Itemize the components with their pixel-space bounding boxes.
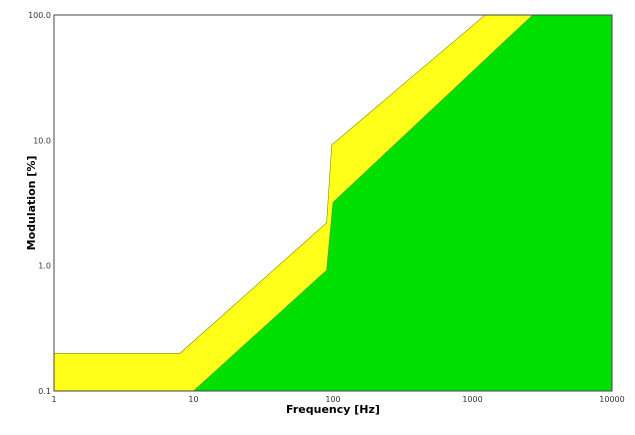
y-tick-label: 10.0 (33, 136, 51, 145)
green-region (192, 14, 613, 392)
y-tick-label: 100.0 (28, 11, 51, 20)
x-tick-label: 1 (51, 395, 56, 404)
x-tick-label: 10000 (599, 395, 624, 404)
y-tick-label: 0.1 (38, 387, 51, 396)
x-tick-label: 1000 (462, 395, 482, 404)
plot-frame (53, 14, 613, 392)
y-axis-label: Modulation [%] (25, 156, 38, 251)
x-tick-label: 10 (188, 395, 198, 404)
x-tick-label: 100 (325, 395, 340, 404)
y-tick-label: 1.0 (38, 262, 51, 271)
x-axis-label: Frequency [Hz] (286, 403, 380, 416)
